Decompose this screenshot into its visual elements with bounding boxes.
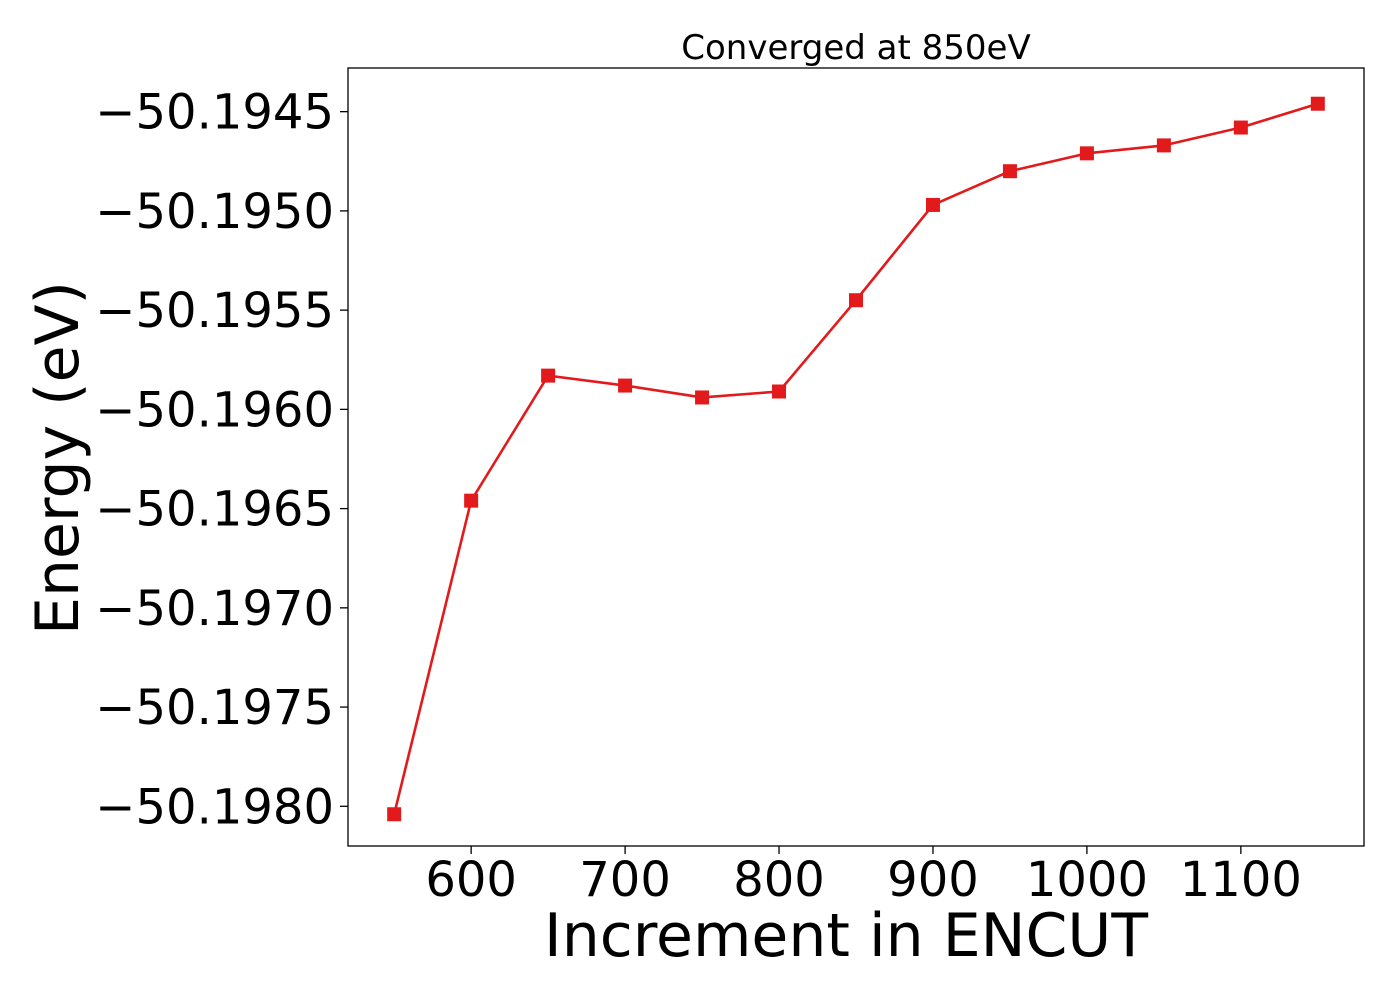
data-point [772, 384, 787, 399]
series-line [392, 102, 1319, 815]
data-point [1079, 146, 1094, 161]
y-tick-label: −50.1950 [95, 184, 334, 240]
data-point [541, 368, 556, 383]
data-point [1310, 96, 1325, 111]
data-point [849, 293, 863, 308]
data-point [1156, 138, 1171, 153]
data-point [618, 378, 633, 393]
plot-frame [347, 67, 1365, 847]
data-point [464, 493, 479, 508]
y-tick-label: −50.1945 [95, 85, 334, 141]
y-tick-label: −50.1960 [95, 382, 334, 438]
x-tick-label: 900 [887, 852, 979, 908]
x-tick-label: 700 [579, 852, 671, 908]
x-tick-label: 600 [425, 852, 517, 908]
data-point [1002, 164, 1017, 179]
y-tick-label: −50.1965 [95, 482, 334, 538]
x-tick-label: 1000 [1026, 852, 1148, 908]
y-tick-label: −50.1970 [95, 581, 334, 637]
data-point [387, 807, 402, 822]
data-point [1233, 120, 1248, 135]
y-tick-label: −50.1955 [95, 283, 334, 339]
y-tick-label: −50.1980 [95, 779, 334, 835]
chart-title: Converged at 850eV [681, 28, 1030, 68]
data-point [695, 390, 710, 405]
y-axis-label: Energy (eV) [23, 281, 93, 635]
plot-area: 600 700 800 900 1000 1100 −50.1945 −50.1950 −50.… [95, 67, 1365, 908]
x-tick-label: 800 [733, 852, 825, 908]
x-tick-label: 1100 [1180, 852, 1302, 908]
y-tick-label: −50.1975 [95, 680, 334, 736]
data-point [925, 197, 940, 212]
x-axis-label: Increment in ENCUT [544, 901, 1148, 971]
